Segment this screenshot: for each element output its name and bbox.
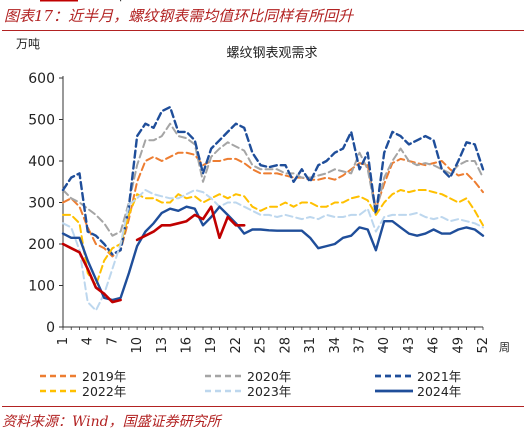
x-tick-label: 40 bbox=[377, 337, 392, 354]
series-line-2019年 bbox=[62, 151, 484, 258]
x-tick-label: 52 bbox=[476, 337, 491, 354]
x-tick-label: 7 bbox=[105, 337, 120, 345]
series-line-2025年 bbox=[61, 205, 246, 304]
legend-label: 2020年 bbox=[247, 369, 291, 384]
x-tick-label: 37 bbox=[352, 337, 367, 354]
legend-label: 2022年 bbox=[82, 384, 126, 399]
x-tick-label: 1 bbox=[56, 337, 71, 345]
figure-caption-text: 图表17：近半月，螺纹钢表需均值环比同样有所回升 bbox=[4, 7, 354, 25]
legend-label: 2021年 bbox=[417, 369, 461, 384]
x-tick-label: 49 bbox=[451, 337, 466, 354]
series-line-2023年 bbox=[62, 189, 484, 312]
x-tick-label: 22 bbox=[229, 337, 244, 354]
series-lines bbox=[61, 105, 485, 312]
y-tick-label: 300 bbox=[28, 196, 55, 212]
x-tick-label: 31 bbox=[303, 337, 318, 354]
x-tick-label: 10 bbox=[130, 337, 145, 354]
x-tick-label: 43 bbox=[402, 337, 417, 354]
series-line-2022年 bbox=[62, 189, 484, 287]
x-tick-label: 16 bbox=[180, 337, 195, 354]
source-text: 资料来源：Wind，国盛证券研究所 bbox=[2, 414, 221, 430]
x-tick-label: 19 bbox=[204, 337, 219, 354]
series-line-2021年 bbox=[61, 105, 485, 256]
legend: 2019年 2020年 2021年 2022年 2023年 2024年 2025年 bbox=[40, 0, 461, 399]
y-tick-label: 200 bbox=[28, 237, 55, 253]
x-axis-label: 周 bbox=[499, 341, 510, 354]
legend-label: 2025年 bbox=[82, 0, 126, 3]
y-tick-label: 400 bbox=[28, 154, 55, 170]
x-tick-label: 28 bbox=[278, 337, 293, 354]
figure-caption: 图表17：近半月，螺纹钢表需均值环比同样有所回升 bbox=[2, 0, 524, 31]
x-tick-label: 25 bbox=[254, 337, 269, 354]
legend-label: 2019年 bbox=[82, 369, 126, 384]
y-tick-label: 500 bbox=[28, 113, 55, 129]
axes: 0 100 200 300 400 500 600 1 4 7 10 13 16 19 22 25 28 31 34… bbox=[28, 71, 491, 354]
series-line-2020年 bbox=[62, 122, 484, 237]
x-tick-label: 34 bbox=[328, 337, 343, 354]
y-tick-label: 100 bbox=[28, 279, 55, 295]
y-tick-label: 0 bbox=[46, 320, 55, 336]
x-tick-label: 4 bbox=[81, 337, 96, 345]
legend-label: 2024年 bbox=[417, 384, 461, 399]
legend-label: 2023年 bbox=[247, 384, 291, 399]
series-line-2024年 bbox=[61, 205, 485, 302]
x-tick-label: 13 bbox=[155, 337, 170, 354]
chart-title: 螺纹钢表观需求 bbox=[226, 46, 317, 61]
y-axis-label: 万吨 bbox=[16, 37, 40, 51]
source-note: 资料来源：Wind，国盛证券研究所 bbox=[2, 406, 524, 431]
x-tick-label: 46 bbox=[427, 337, 442, 354]
y-tick-label: 600 bbox=[28, 71, 55, 87]
